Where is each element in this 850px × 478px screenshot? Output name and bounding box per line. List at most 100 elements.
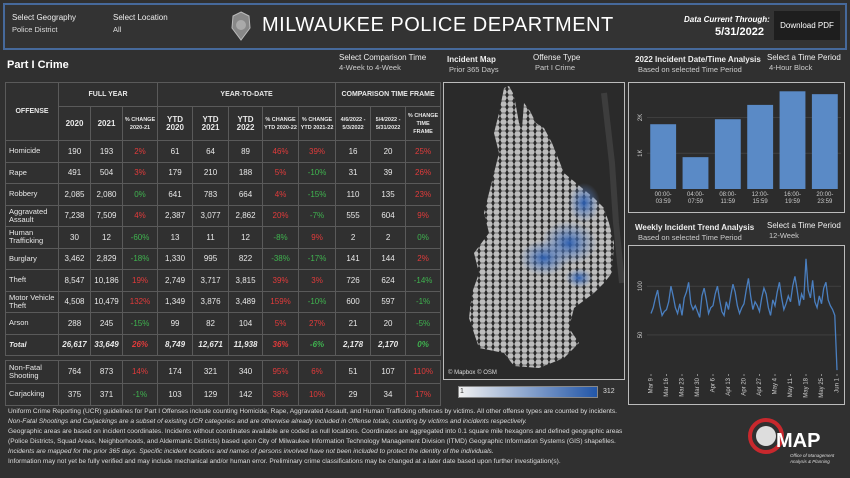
cell: -7% <box>298 204 337 227</box>
x-tick-label: Mar 23 <box>680 377 686 396</box>
line-chart-subtitle: Based on selected Time Period <box>638 233 742 242</box>
location-label: Select Location <box>113 13 168 22</box>
bar-chart-title: 2022 Incident Date/Time Analysis <box>635 55 761 64</box>
cell: 2,085 <box>58 183 91 206</box>
cell: 39 <box>370 161 407 184</box>
line-period-select[interactable]: 12-Week <box>769 231 799 240</box>
data-row: Human Trafficking 30 12 -60% 13 11 12 -8% 9% 2 2 0% <box>5 226 442 249</box>
map-label: Incident Map <box>447 55 496 64</box>
cell: 504 <box>90 161 123 184</box>
cell: 36% <box>262 333 300 356</box>
offense-name: Total <box>5 333 59 356</box>
cell: 4% <box>262 183 300 206</box>
line-chart-title: Weekly Incident Trend Analysis <box>635 223 755 232</box>
cell: 2,829 <box>90 247 123 270</box>
page-title: MILWAUKEE POLICE DEPARTMENT <box>262 14 614 36</box>
cell: 38% <box>262 382 299 406</box>
group-header: COMPARISON TIME FRAME <box>335 82 442 107</box>
cell: 142 <box>228 382 263 406</box>
cell: 783 <box>192 183 230 206</box>
cell: 873 <box>90 360 123 384</box>
x-tick-label: May 4 <box>773 377 779 394</box>
cell: 2 <box>335 226 372 249</box>
bar-chart-subtitle: Based on selected Time Period <box>638 65 742 74</box>
cell: 822 <box>228 247 264 270</box>
cell: 1,349 <box>157 290 194 313</box>
bar-period-select[interactable]: 4-Hour Block <box>769 63 813 72</box>
data-row: Rape 491 504 3% 179 210 188 5% -10% 31 39 26% <box>5 161 442 184</box>
cell: 555 <box>335 204 372 227</box>
column-header: % CHANGE 2020-21 <box>121 106 159 141</box>
cell: 51 <box>335 360 371 384</box>
location-select[interactable]: All <box>113 25 122 34</box>
cell: 4,508 <box>58 290 91 313</box>
cell: -14% <box>405 269 442 292</box>
x-tick-label: Apr 6 <box>711 377 717 392</box>
cell: 144 <box>370 247 407 270</box>
cell: 3% <box>298 269 337 292</box>
cell: 2,170 <box>370 333 407 356</box>
offense-header: OFFENSE <box>5 82 59 141</box>
cell: 600 <box>335 290 372 313</box>
x-tick-label: May 11 <box>788 377 794 397</box>
cell: -17% <box>298 247 337 270</box>
cell: 0% <box>405 333 442 356</box>
data-row: Homicide 190 193 2% 61 64 89 46% 39% 16 20 25% <box>5 140 442 163</box>
cell: 9% <box>405 204 442 227</box>
data-row: Aggravated Assault 7,238 7,509 4% 2,387 3,077… <box>5 204 442 227</box>
data-current-date: 5/31/2022 <box>715 26 764 38</box>
offense-type-select[interactable]: Part I Crime <box>535 63 576 72</box>
bar-chart: 1K 2K <box>638 91 841 189</box>
cell: 31 <box>335 161 372 184</box>
cell: -15% <box>298 183 337 206</box>
cell: 30 <box>58 226 91 249</box>
comparison-label: Select Comparison Time <box>339 53 427 62</box>
cell: 8,749 <box>157 333 194 356</box>
cell: 8,547 <box>58 269 91 292</box>
cell: 26% <box>405 161 442 184</box>
logo-text: MAP <box>776 430 820 452</box>
x-tick-label: Jun 1 <box>835 377 841 392</box>
bar <box>779 91 806 189</box>
offense-name: Theft <box>5 269 59 292</box>
total-row: Total 26,617 33,649 26% 8,749 12,671 11,938 36%… <box>5 333 442 356</box>
cell: 20 <box>370 312 407 335</box>
cell: 7,238 <box>58 204 91 227</box>
incident-map[interactable]: © Mapbox © OSM <box>443 82 625 380</box>
map-logo: MAP Office of Management Analysis & Plan… <box>748 418 835 464</box>
x-tick-label: 16:00-19:59 <box>783 192 801 205</box>
legend-max: 312 <box>603 388 615 395</box>
cell: 107 <box>370 360 406 384</box>
line-chart-panel: 50 100 Mar 9 Mar 16 Mar 23 Mar 30 Apr 6 Apr 13 A… <box>628 245 845 405</box>
x-tick-label: May 18 <box>804 377 810 397</box>
section-title: Part I Crime <box>7 59 69 71</box>
geography-label: Select Geography <box>12 13 77 22</box>
cell: 179 <box>157 161 194 184</box>
data-row: Non-Fatal Shooting 764 873 14% 174 321 340 95% 6… <box>5 360 441 384</box>
x-tick-label: Mar 16 <box>664 377 670 396</box>
column-header: 4/6/2022 - 5/3/2022 <box>335 106 372 141</box>
download-pdf-button[interactable]: Download PDF <box>774 11 840 40</box>
column-header: % CHANGE YTD 2020-22 <box>262 106 300 141</box>
column-header: 2020 <box>58 106 91 141</box>
hotspot <box>565 268 593 288</box>
cell: 2,862 <box>228 204 264 227</box>
offense-name: Non-Fatal Shooting <box>5 360 59 384</box>
cell: 20% <box>262 204 300 227</box>
cell: 321 <box>192 360 229 384</box>
cell: 726 <box>335 269 372 292</box>
offense-name: Arson <box>5 312 59 335</box>
geography-select[interactable]: Police District <box>12 25 58 34</box>
logo-sub: Analysis & Planning <box>789 459 830 464</box>
cell: 14% <box>122 360 158 384</box>
group-header: YEAR-TO-DATE <box>157 82 337 107</box>
cell: 12 <box>90 226 123 249</box>
trend-line <box>650 258 838 371</box>
comparison-select[interactable]: 4-Week to 4-Week <box>339 63 401 72</box>
footer-line: Information may not yet be fully verifie… <box>8 458 561 465</box>
cell: 16 <box>335 140 372 163</box>
cell: 33,649 <box>90 333 123 356</box>
footer-line: Geographic areas are based on incident c… <box>8 428 623 435</box>
cell: 3% <box>121 161 159 184</box>
cell: 2,387 <box>157 204 194 227</box>
